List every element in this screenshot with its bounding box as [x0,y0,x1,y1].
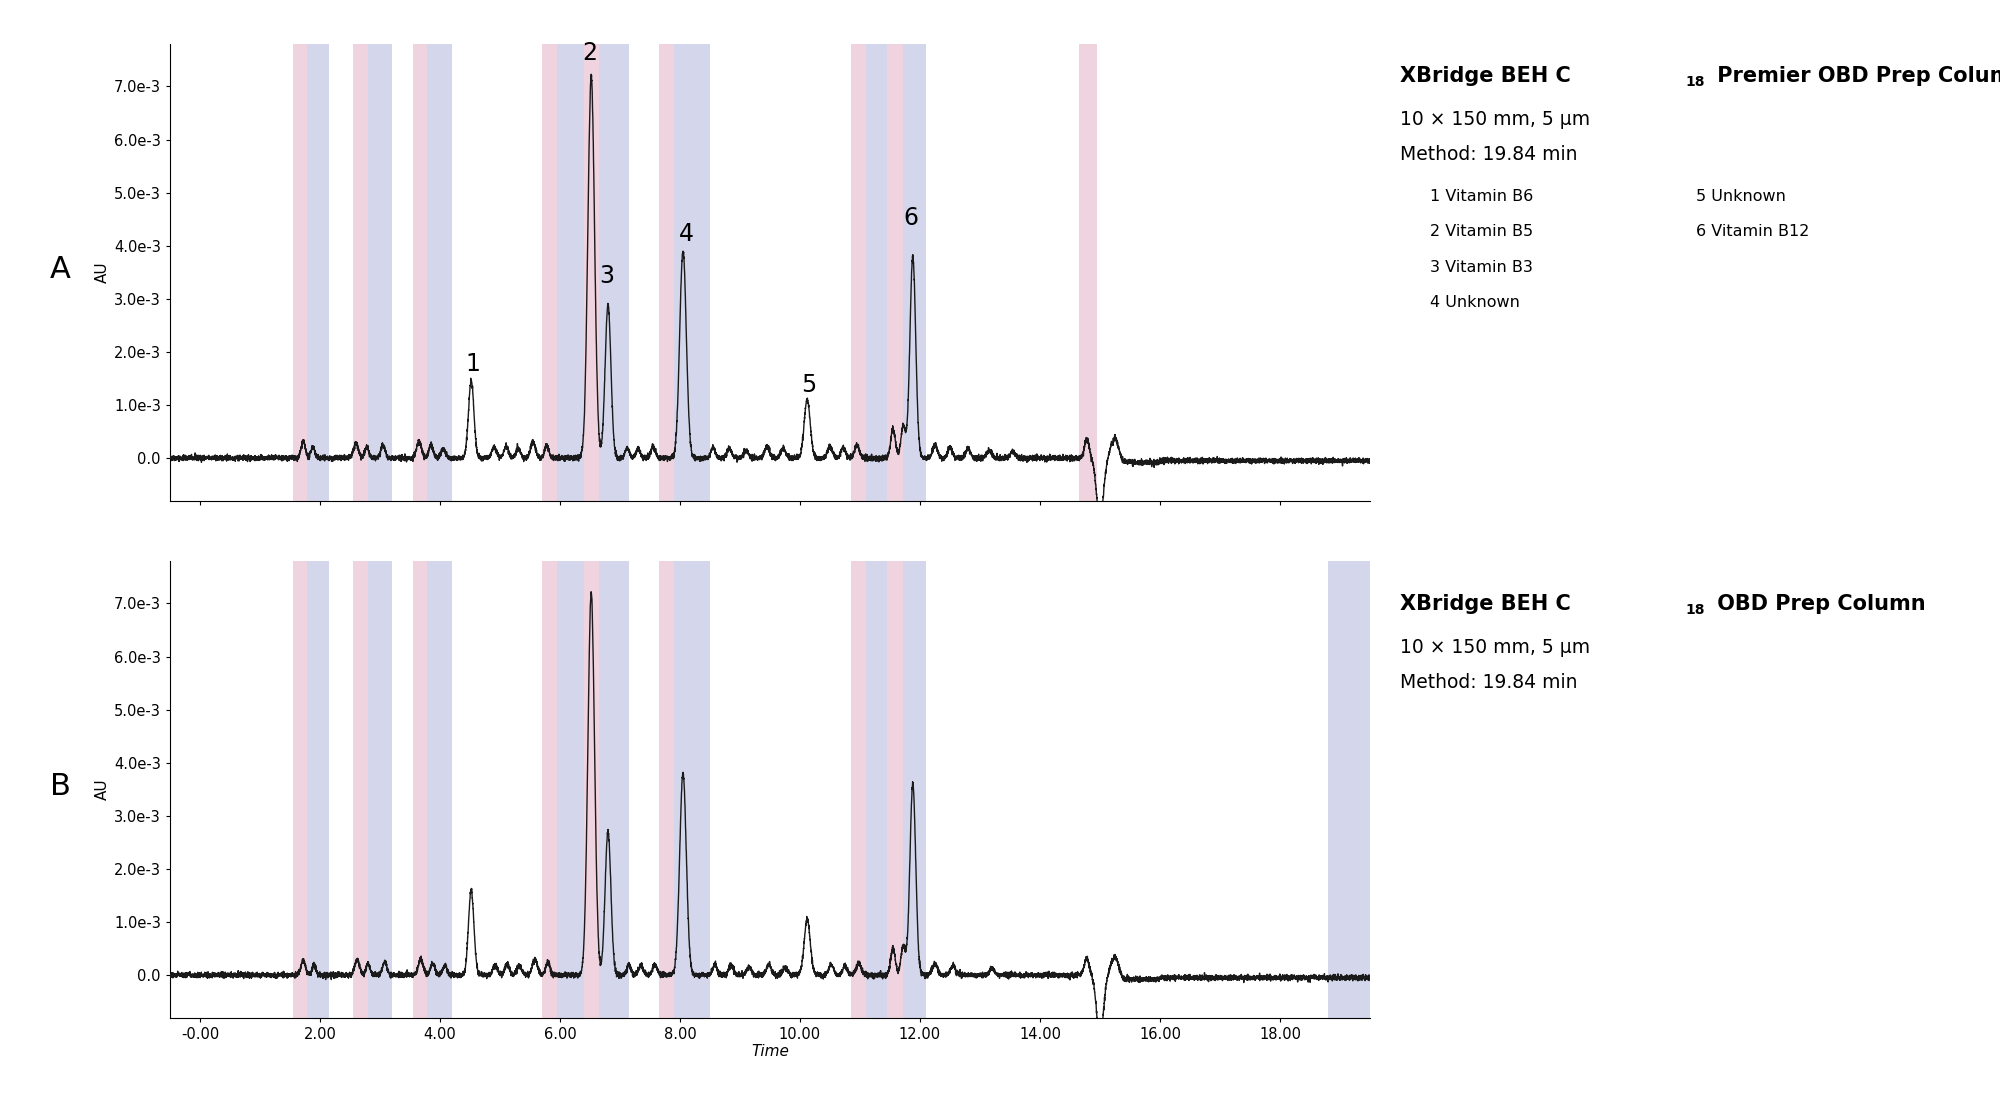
Bar [584,561,600,1018]
Text: 6 Vitamin B12: 6 Vitamin B12 [1696,224,1810,240]
Bar [556,44,584,501]
Text: 2: 2 [582,41,598,65]
Bar [556,561,584,1018]
Bar [886,44,904,501]
Text: XBridge BEH C: XBridge BEH C [1400,66,1570,86]
Bar [414,44,426,501]
Text: 6: 6 [904,206,918,230]
Bar [1080,44,1096,501]
Text: OBD Prep Column: OBD Prep Column [1710,594,1926,614]
Bar [542,561,556,1018]
Bar [674,561,710,1018]
Text: 1: 1 [466,352,480,376]
Bar [306,44,328,501]
Text: Method: 19.84 min: Method: 19.84 min [1400,145,1578,164]
Text: 2 Vitamin B5: 2 Vitamin B5 [1430,224,1534,240]
Bar [660,44,674,501]
Bar [904,44,926,501]
Bar [542,44,556,501]
Bar [886,561,904,1018]
Bar [674,44,710,501]
Text: 18: 18 [1684,603,1704,617]
Bar [352,44,368,501]
Text: 1 Vitamin B6: 1 Vitamin B6 [1430,189,1534,205]
Bar [1328,561,1370,1018]
Bar [660,561,674,1018]
Bar [584,44,600,501]
Y-axis label: AU: AU [94,262,110,283]
Bar [866,561,886,1018]
Text: Premier OBD Prep Column: Premier OBD Prep Column [1710,66,2000,86]
Bar [368,44,392,501]
Bar [352,561,368,1018]
Text: 5: 5 [802,373,816,397]
Bar [306,561,328,1018]
Text: 4 Unknown: 4 Unknown [1430,295,1520,310]
Bar [426,561,452,1018]
X-axis label: Time: Time [752,1044,788,1059]
Bar [600,44,628,501]
Text: 3: 3 [600,264,614,288]
Bar [414,561,426,1018]
Bar [850,561,866,1018]
Text: 18: 18 [1684,75,1704,89]
Text: 10 × 150 mm, 5 μm: 10 × 150 mm, 5 μm [1400,638,1590,657]
Bar [292,561,306,1018]
Text: Method: 19.84 min: Method: 19.84 min [1400,673,1578,692]
Text: 10 × 150 mm, 5 μm: 10 × 150 mm, 5 μm [1400,110,1590,129]
Text: 3 Vitamin B3: 3 Vitamin B3 [1430,260,1532,275]
Text: XBridge BEH C: XBridge BEH C [1400,594,1570,614]
Text: 4: 4 [678,222,694,245]
Bar [850,44,866,501]
Bar [904,561,926,1018]
Text: B: B [50,772,70,801]
Bar [426,44,452,501]
Bar [600,561,628,1018]
Bar [866,44,886,501]
Text: 5 Unknown: 5 Unknown [1696,189,1786,205]
Bar [292,44,306,501]
Y-axis label: AU: AU [94,779,110,800]
Bar [368,561,392,1018]
Text: A: A [50,255,70,284]
